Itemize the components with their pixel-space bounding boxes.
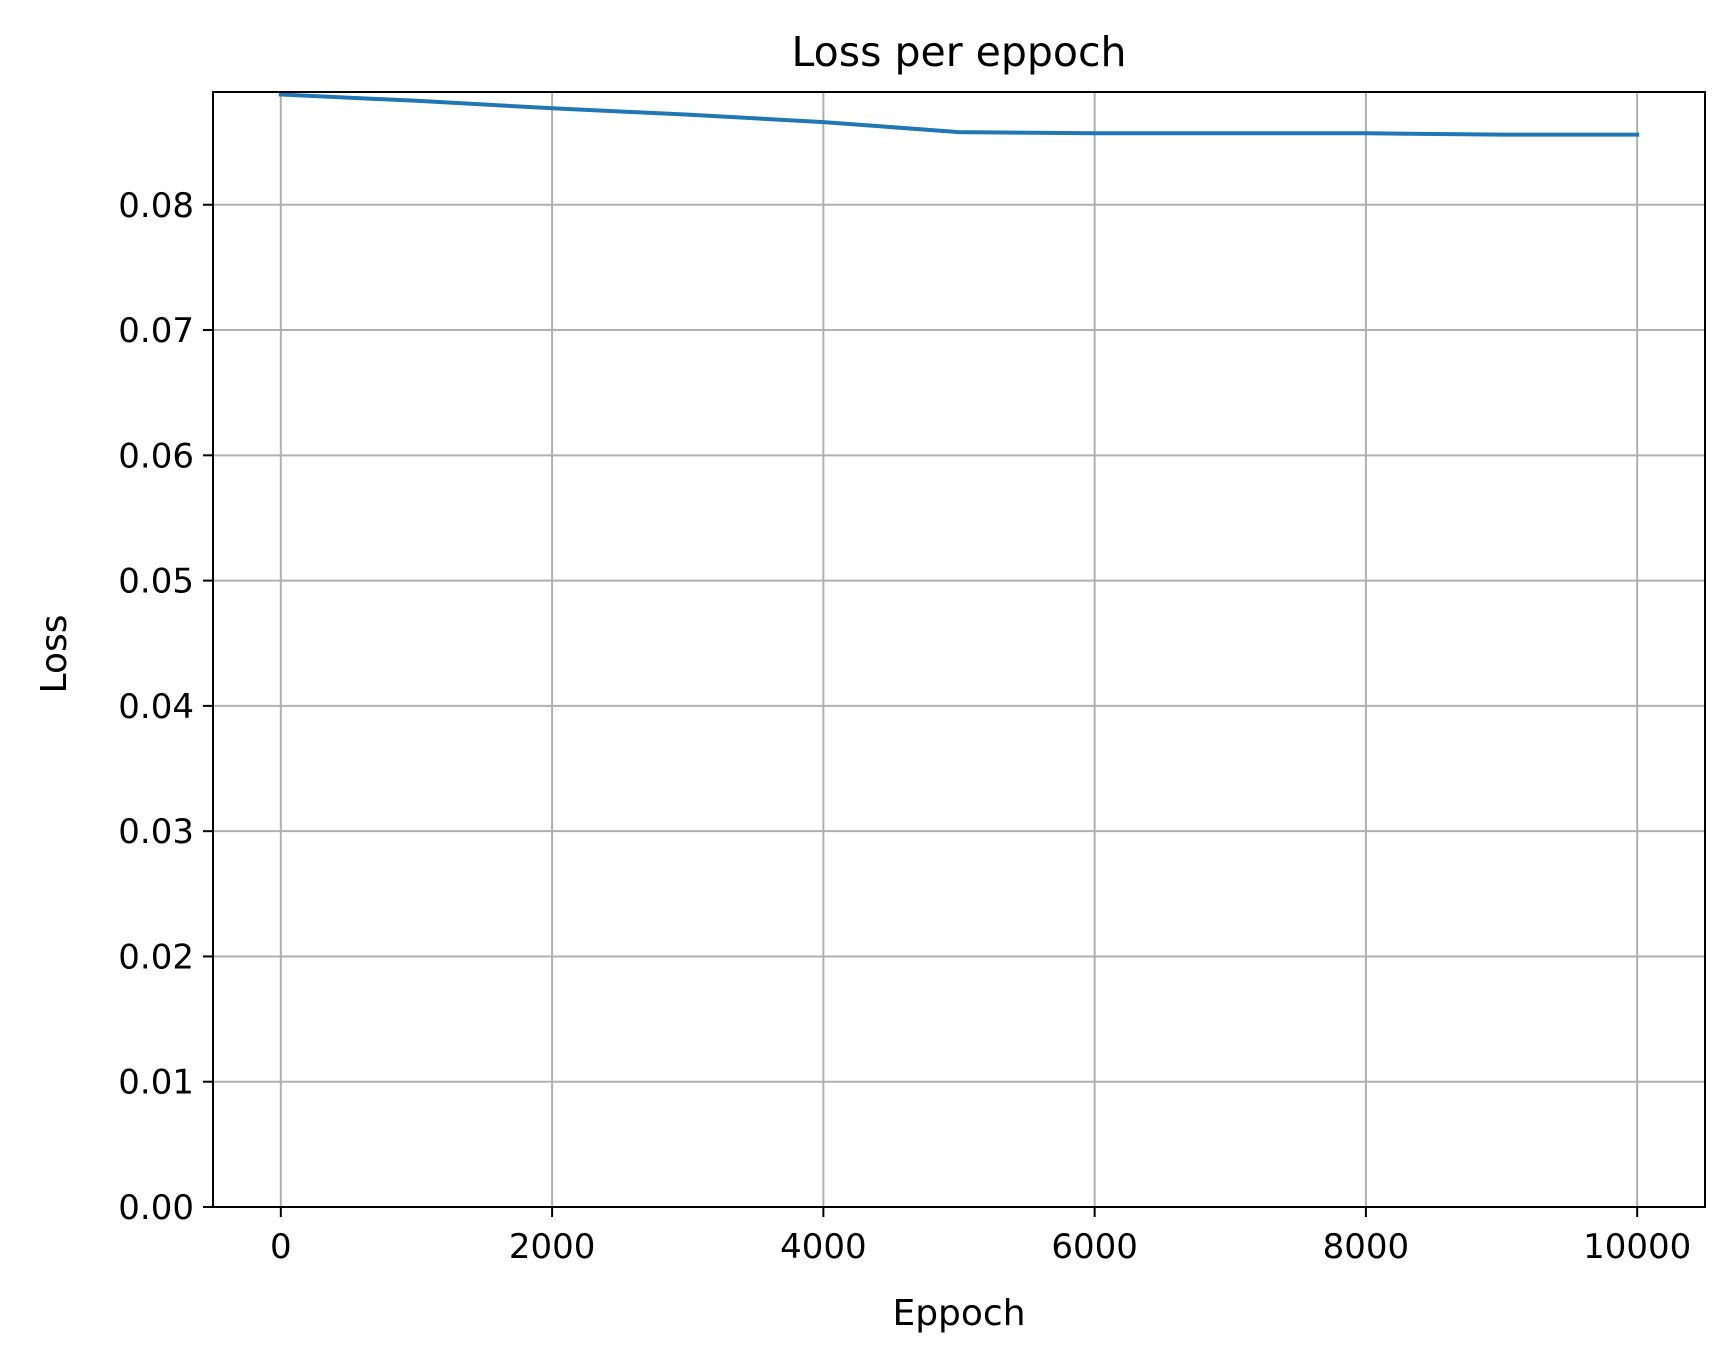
x-tick-label: 10000 (1583, 1227, 1691, 1267)
y-tick-label: 0.02 (118, 937, 194, 977)
y-tick-label: 0.06 (118, 436, 194, 476)
x-tick-label: 8000 (1323, 1227, 1410, 1267)
grid-lines (213, 92, 1705, 1208)
axes-frame (212, 91, 1706, 1208)
y-tick-label: 0.07 (118, 311, 194, 351)
chart-title: Loss per eppoch (792, 28, 1127, 76)
x-axis-title: Eppoch (892, 1293, 1025, 1334)
x-tick-label: 6000 (1051, 1227, 1138, 1267)
tick-marks (203, 203, 1639, 1217)
x-tick-label: 2000 (509, 1227, 596, 1267)
x-tick-label: 4000 (780, 1227, 867, 1267)
x-tick-label: 0 (270, 1227, 292, 1267)
y-tick-label: 0.05 (118, 562, 194, 602)
loss-series-line (278, 92, 1640, 137)
y-tick-label: 0.03 (118, 812, 194, 852)
y-axis-title: Loss (34, 615, 75, 694)
y-tick-label: 0.08 (118, 186, 194, 226)
tick-labels: 0 2000 4000 6000 8000 10000 0.00 0.01 0.02 0.03 0.… (118, 186, 1691, 1267)
y-tick-label: 0.00 (118, 1188, 194, 1228)
plot-area-border (212, 91, 1706, 1208)
y-tick-label: 0.04 (118, 687, 194, 727)
series-layer (278, 92, 1640, 137)
y-tick-label: 0.01 (118, 1063, 194, 1103)
